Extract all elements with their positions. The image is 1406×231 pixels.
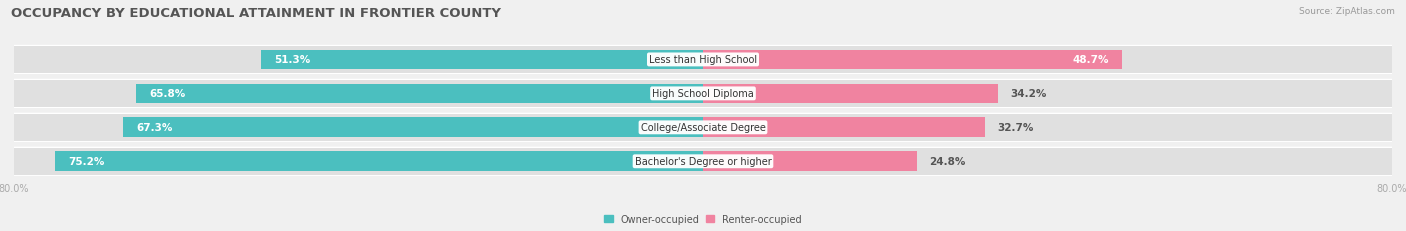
- Text: 51.3%: 51.3%: [274, 55, 311, 65]
- Text: Bachelor's Degree or higher: Bachelor's Degree or higher: [634, 157, 772, 167]
- Text: 75.2%: 75.2%: [69, 157, 104, 167]
- Legend: Owner-occupied, Renter-occupied: Owner-occupied, Renter-occupied: [600, 210, 806, 228]
- Bar: [703, 84, 997, 104]
- Text: 48.7%: 48.7%: [1073, 55, 1109, 65]
- FancyBboxPatch shape: [14, 80, 1392, 107]
- Text: 32.7%: 32.7%: [997, 123, 1033, 133]
- Text: Source: ZipAtlas.com: Source: ZipAtlas.com: [1299, 7, 1395, 16]
- Bar: [14, 114, 1392, 141]
- Bar: [14, 47, 1392, 74]
- Bar: [703, 50, 1122, 70]
- FancyBboxPatch shape: [14, 148, 1392, 175]
- Bar: [14, 148, 1392, 175]
- Text: 24.8%: 24.8%: [929, 157, 966, 167]
- FancyBboxPatch shape: [14, 114, 1392, 141]
- Bar: [124, 118, 703, 138]
- Bar: [703, 152, 917, 171]
- Text: College/Associate Degree: College/Associate Degree: [641, 123, 765, 133]
- Bar: [55, 152, 703, 171]
- Text: High School Diploma: High School Diploma: [652, 89, 754, 99]
- Text: 67.3%: 67.3%: [136, 123, 173, 133]
- FancyBboxPatch shape: [14, 47, 1392, 74]
- Bar: [703, 118, 984, 138]
- Text: 65.8%: 65.8%: [149, 89, 186, 99]
- Bar: [262, 50, 703, 70]
- Bar: [136, 84, 703, 104]
- Text: Less than High School: Less than High School: [650, 55, 756, 65]
- Text: OCCUPANCY BY EDUCATIONAL ATTAINMENT IN FRONTIER COUNTY: OCCUPANCY BY EDUCATIONAL ATTAINMENT IN F…: [11, 7, 502, 20]
- Bar: [14, 80, 1392, 107]
- Text: 34.2%: 34.2%: [1011, 89, 1047, 99]
